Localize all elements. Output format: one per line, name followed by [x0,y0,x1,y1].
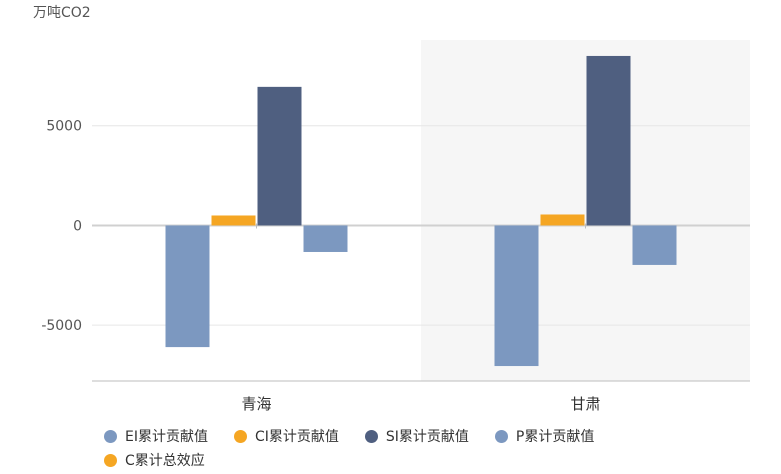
legend-label: P累计贡献值 [515,429,595,445]
axis-layer: 5000 0 -5000 青海 甘肃 [41,119,750,413]
legend-item[interactable]: C累计总效应 [104,450,205,470]
legend-dot-icon [233,429,247,443]
bar-SI累计贡献值-甘肃 [586,55,631,226]
bar-P累计贡献值-甘肃 [632,225,677,265]
legend-dot-icon [104,453,117,467]
legend-row: C累计总效应 [104,448,744,472]
y-tick-label: -5000 [41,318,82,334]
chart-legend: EI累计贡献值 CI累计贡献值 SI累计贡献值 P累计贡献值 C累计总效应 [104,424,744,472]
legend-dot-icon [494,429,508,443]
legend-row: EI累计贡献值 CI累计贡献值 SI累计贡献值 P累计贡献值 [104,424,744,448]
legend-item[interactable]: CI累计贡献值 [233,426,339,446]
bars-layer [165,55,677,367]
bar-EI累计贡献值-青海 [165,225,210,348]
legend-label: EI累计贡献值 [125,429,208,445]
legend-label: SI累计贡献值 [385,429,469,445]
bar-EI累计贡献值-甘肃 [494,225,539,367]
bar-chart: 5000 0 -5000 青海 甘肃 [41,40,750,413]
legend-dot-icon [104,429,117,443]
legend-item[interactable]: P累计贡献值 [494,426,595,446]
legend-dot-icon [364,429,378,443]
legend-label: C累计总效应 [125,453,205,469]
x-category-label: 甘肃 [570,395,600,413]
legend-item[interactable]: EI累计贡献值 [104,426,208,446]
bar-CI累计贡献值-甘肃 [540,214,585,226]
y-tick-label: 5000 [46,119,82,135]
x-category-label: 青海 [241,395,271,413]
bar-CI累计贡献值-青海 [211,215,256,226]
chart-background-layer [421,40,750,381]
legend-item[interactable]: SI累计贡献值 [364,426,469,446]
highlighted-category-background [421,40,750,381]
bar-SI累计贡献值-青海 [257,86,302,226]
bar-P累计贡献值-青海 [303,225,348,252]
legend-label: CI累计贡献值 [254,429,339,445]
y-axis-unit-label: 万吨CO2 [33,5,91,21]
y-tick-label: 0 [73,218,82,234]
